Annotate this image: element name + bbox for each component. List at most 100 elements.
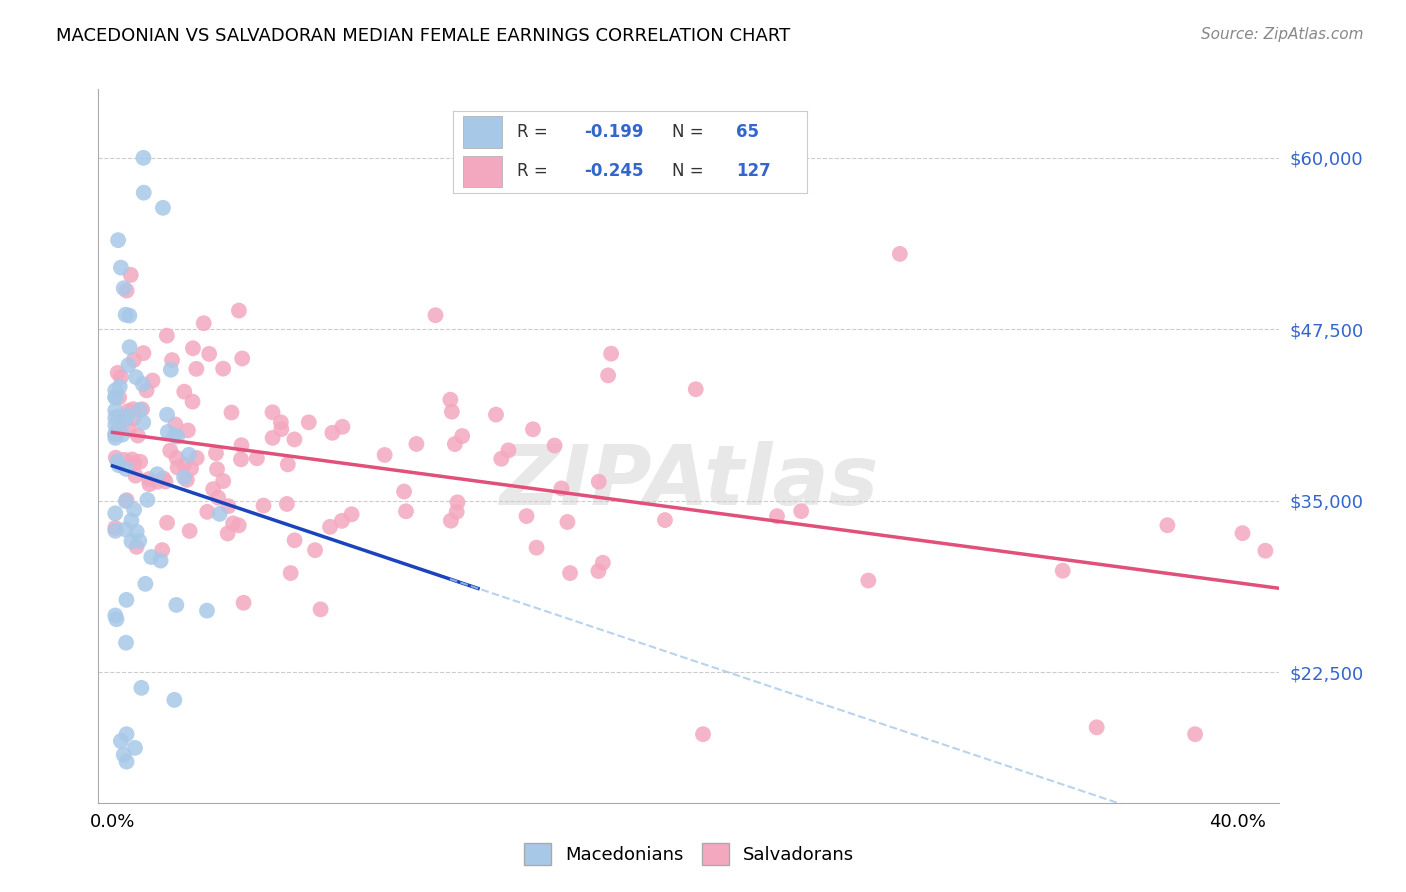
- Point: [122, 502, 145, 516]
- Point: [177, 448, 200, 462]
- Point: [425, 308, 447, 322]
- Point: [156, 328, 179, 343]
- Point: [163, 428, 186, 442]
- Point: [110, 370, 132, 384]
- Point: [309, 602, 332, 616]
- Point: [115, 727, 138, 741]
- Point: [444, 437, 467, 451]
- Point: [117, 358, 139, 372]
- Point: [515, 509, 537, 524]
- Point: [557, 515, 579, 529]
- Point: [173, 384, 195, 399]
- Point: [277, 458, 299, 472]
- Point: [1085, 720, 1108, 734]
- Point: [105, 612, 128, 626]
- Point: [128, 533, 150, 548]
- Point: [107, 233, 129, 247]
- Point: [889, 247, 911, 261]
- Point: [1232, 526, 1254, 541]
- Point: [141, 374, 163, 388]
- Point: [112, 453, 135, 467]
- Point: [858, 574, 880, 588]
- Point: [212, 474, 235, 488]
- Point: [181, 341, 204, 355]
- Point: [152, 471, 174, 485]
- Point: [276, 497, 298, 511]
- Point: [125, 370, 148, 384]
- Point: [498, 443, 520, 458]
- Point: [122, 411, 145, 425]
- Point: [405, 437, 427, 451]
- Point: [127, 428, 149, 442]
- Point: [262, 405, 284, 419]
- Point: [122, 456, 145, 470]
- Point: [165, 598, 187, 612]
- Point: [193, 316, 215, 330]
- Point: [217, 499, 239, 513]
- Point: [124, 468, 146, 483]
- Point: [280, 566, 302, 580]
- Point: [124, 740, 146, 755]
- Point: [122, 402, 145, 417]
- Point: [330, 514, 353, 528]
- Point: [1052, 564, 1074, 578]
- Point: [118, 309, 141, 323]
- Point: [156, 408, 179, 422]
- Point: [112, 281, 135, 295]
- Point: [104, 521, 127, 535]
- Point: [110, 734, 132, 748]
- Text: Source: ZipAtlas.com: Source: ZipAtlas.com: [1201, 27, 1364, 42]
- Point: [440, 405, 463, 419]
- Point: [558, 566, 581, 580]
- Point: [104, 608, 127, 623]
- Point: [156, 516, 179, 530]
- Point: [550, 482, 572, 496]
- Point: [159, 443, 181, 458]
- Point: [284, 533, 307, 548]
- Point: [522, 422, 544, 436]
- Point: [179, 524, 201, 538]
- Point: [446, 495, 468, 509]
- Point: [177, 424, 200, 438]
- Point: [491, 451, 513, 466]
- Point: [160, 362, 183, 376]
- Point: [121, 534, 143, 549]
- Point: [283, 433, 305, 447]
- Point: [165, 417, 187, 432]
- Point: [117, 404, 139, 418]
- Point: [692, 727, 714, 741]
- Point: [115, 636, 138, 650]
- Point: [485, 408, 508, 422]
- Point: [231, 438, 253, 452]
- Point: [104, 431, 127, 445]
- Point: [451, 429, 474, 443]
- Point: [392, 484, 415, 499]
- Point: [163, 693, 186, 707]
- Point: [205, 462, 228, 476]
- Point: [138, 472, 160, 486]
- Point: [114, 308, 136, 322]
- Point: [195, 604, 218, 618]
- Point: [104, 427, 127, 442]
- Point: [319, 520, 342, 534]
- Point: [270, 422, 292, 436]
- Point: [332, 419, 354, 434]
- Point: [134, 577, 156, 591]
- Point: [146, 475, 169, 489]
- Point: [107, 458, 129, 473]
- Point: [115, 592, 138, 607]
- Point: [340, 508, 363, 522]
- Point: [115, 462, 138, 476]
- Point: [141, 549, 163, 564]
- Point: [104, 507, 127, 521]
- Point: [107, 366, 129, 380]
- Point: [592, 556, 614, 570]
- Point: [150, 543, 173, 558]
- Point: [176, 473, 198, 487]
- Point: [111, 427, 134, 442]
- Point: [173, 458, 195, 472]
- Legend: Macedonians, Salvadorans: Macedonians, Salvadorans: [516, 836, 862, 872]
- Point: [1184, 727, 1206, 741]
- Point: [205, 446, 228, 460]
- Point: [131, 402, 153, 417]
